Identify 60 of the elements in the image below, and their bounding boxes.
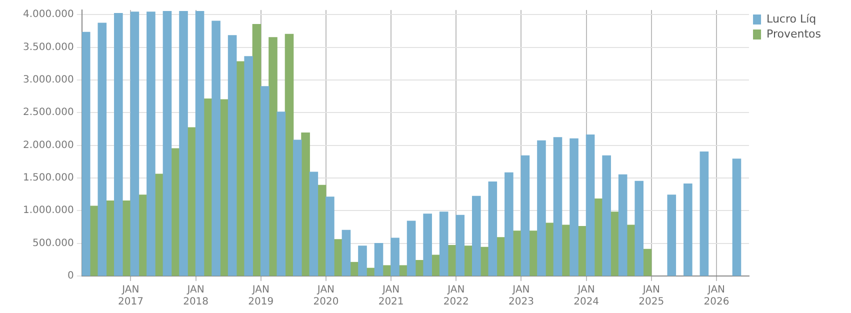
bar [667,194,676,276]
y-tick-label: 500.000 [32,238,74,249]
bar [146,12,156,276]
y-tick-label: 0 [68,270,74,282]
bar [179,10,188,276]
bar [618,174,628,276]
bar [326,196,334,276]
bar [732,158,742,276]
bar [406,220,416,276]
bar [504,172,514,276]
bar [553,137,562,276]
bar [423,214,432,276]
bar [114,12,123,276]
y-tick-label: 2.500.000 [22,107,74,118]
bar [358,246,367,276]
x-tick-label: JAN 2025 [638,284,664,308]
bar [570,138,578,276]
bar [244,56,253,276]
bar [374,242,384,276]
legend-label: Proventos [766,27,822,40]
bar [342,230,351,276]
bar [293,140,302,276]
bar [82,32,90,276]
bar [602,155,611,276]
bar [520,155,530,276]
x-tick-label: JAN 2018 [183,284,209,308]
bar [472,196,481,276]
bar [390,238,400,276]
bar [228,35,237,276]
x-tick-label: JAN 2024 [574,284,600,308]
bar [684,184,692,276]
bar [439,212,448,276]
y-tick-label: 1.500.000 [22,172,74,184]
y-tick-label: 2.000.000 [22,140,74,151]
bar [162,10,172,276]
x-tick-label: JAN 2021 [378,284,404,308]
x-tick-label: JAN 2022 [443,284,469,308]
x-tick-label: JAN 2019 [248,284,274,308]
bar [586,134,595,276]
x-tick-label: JAN 2026 [704,284,730,308]
bar [700,151,709,276]
bar [537,140,546,276]
bar [642,248,652,276]
x-tick-label: JAN 2023 [508,284,534,308]
bar [276,112,286,276]
bar [284,34,294,276]
bar [488,182,498,276]
bar [212,20,220,276]
bar [260,86,270,276]
bar [456,214,465,276]
bar [309,172,318,276]
y-tick-label: 3.000.000 [22,74,74,86]
x-tick-label: JAN 2020 [313,284,339,308]
x-tick-label: JAN 2017 [118,284,144,308]
y-tick-label: 4.000.000 [22,9,74,20]
y-tick-label: 1.000.000 [22,205,74,216]
y-tick-label: 3.500.000 [22,42,74,53]
legend-label: Lucro Líq [766,12,816,26]
bar [634,180,644,276]
bar [98,22,107,276]
